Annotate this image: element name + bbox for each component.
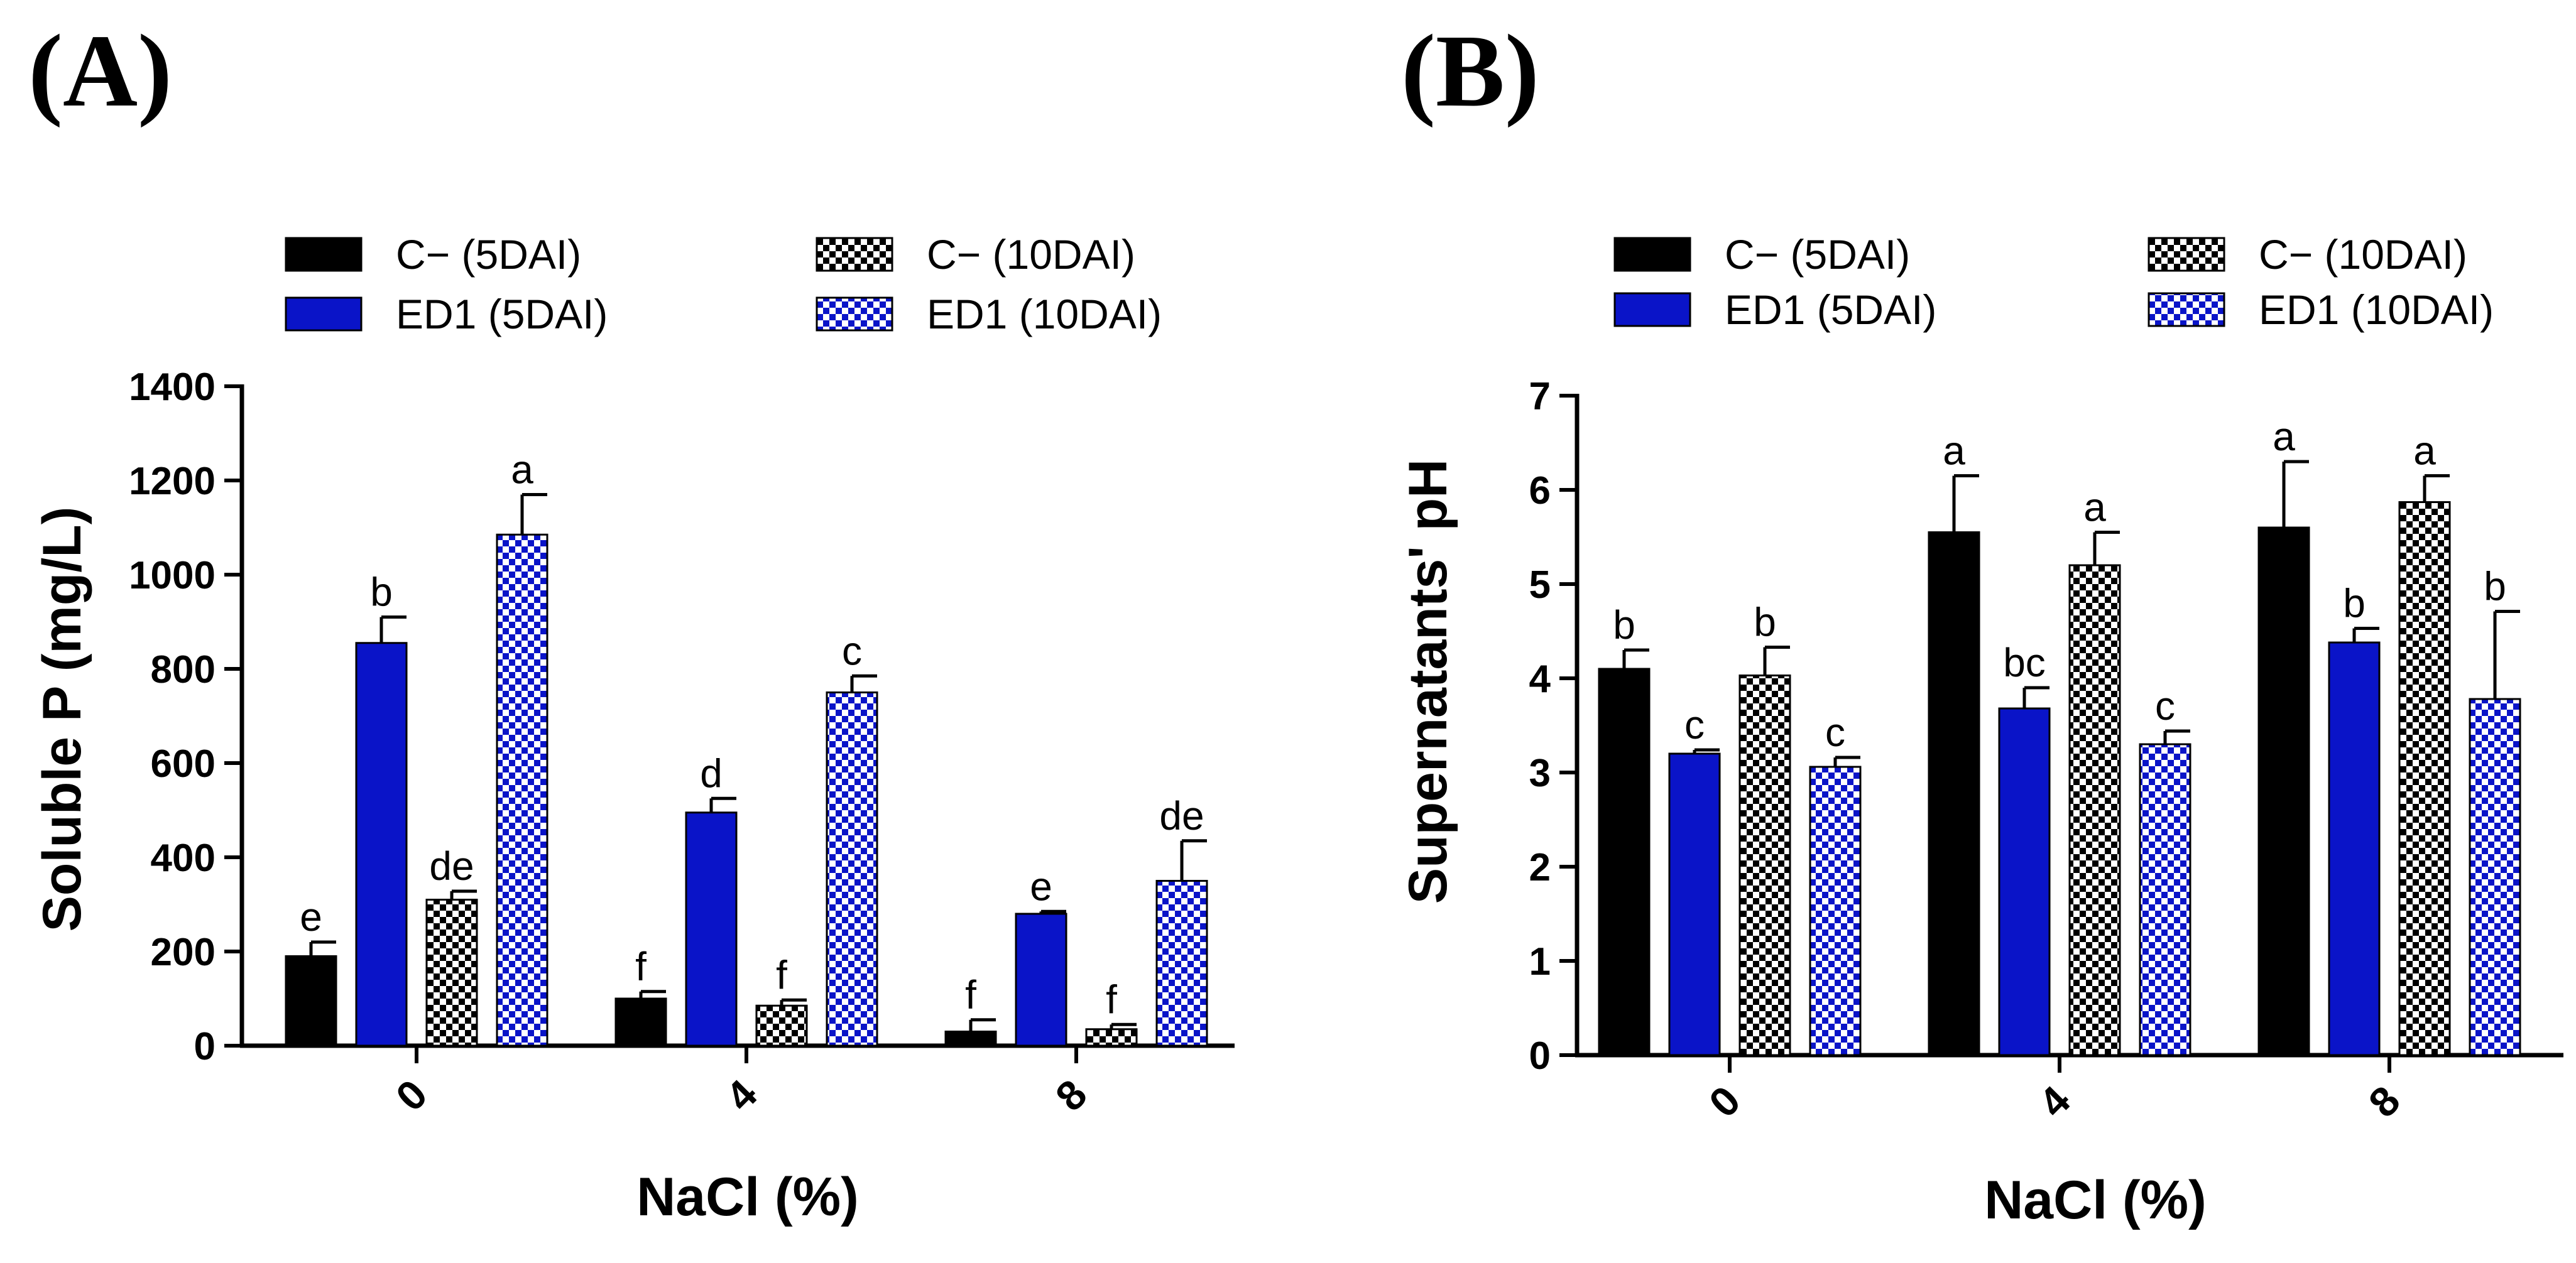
bar [1085, 1028, 1138, 1047]
legend: C− (5DAI) ED1 (5DAI) C− (10DAI) ED1 (10DAI) [1613, 231, 2494, 333]
bar [755, 1004, 808, 1047]
y-tick-label: 600 [151, 742, 216, 786]
y-tick-label: 2 [1529, 846, 1551, 889]
legend-swatch [1613, 292, 1691, 327]
y-axis-title: Soluble P (mg/L) [32, 507, 92, 932]
y-tick-label: 1200 [129, 460, 216, 503]
y-tick-label: 200 [151, 931, 216, 974]
legend-swatch [285, 296, 363, 332]
significance-label: c [842, 628, 862, 673]
x-tick-label: 8 [2360, 1077, 2409, 1126]
bar [1928, 531, 1980, 1056]
legend-label: C− (5DAI) [396, 231, 581, 278]
bar [1015, 913, 1067, 1047]
y-tick-label: 1000 [129, 554, 216, 597]
legend-swatch [1613, 237, 1691, 272]
legend-label: ED1 (5DAI) [1725, 286, 1936, 333]
bar [496, 533, 548, 1047]
significance-label: a [2273, 414, 2295, 459]
bar [1738, 675, 1791, 1056]
bar [826, 691, 878, 1047]
bar [1998, 707, 2051, 1056]
significance-label: de [429, 843, 474, 889]
panel-a-soluble-p-chart: (A) C− (5DAI) ED1 (5DAI) C− (10DAI) ED1 (10… [28, 13, 1235, 1227]
significance-label: e [1030, 864, 1052, 909]
bar [1809, 766, 1862, 1056]
significance-label: b [2484, 564, 2506, 609]
significance-label: a [2413, 428, 2436, 474]
legend-swatch [2148, 237, 2225, 272]
bar [944, 1031, 997, 1047]
significance-label: c [2155, 683, 2175, 729]
bar [1668, 752, 1721, 1056]
significance-label: d [700, 751, 723, 796]
y-tick-label: 6 [1529, 469, 1551, 512]
significance-label: b [1754, 600, 1776, 645]
bar [2398, 501, 2451, 1056]
significance-label: f [635, 944, 647, 989]
y-tick-label: 7 [1529, 375, 1551, 418]
legend-label: ED1 (10DAI) [2259, 286, 2494, 333]
significance-label: f [965, 972, 976, 1017]
y-tick-label: 3 [1529, 752, 1551, 795]
bar [1598, 668, 1651, 1056]
y-tick-label: 400 [151, 837, 216, 880]
significance-label: b [1613, 602, 1635, 648]
bar [425, 899, 478, 1047]
legend-swatch [816, 237, 893, 272]
panel-label: (A) [28, 13, 172, 128]
significance-label: c [1825, 710, 1845, 755]
x-tick-label: 4 [2030, 1076, 2079, 1125]
legend-label: ED1 (10DAI) [927, 291, 1162, 337]
significance-label: a [511, 447, 533, 492]
bar [685, 811, 738, 1047]
bar [614, 997, 667, 1047]
y-tick-label: 5 [1529, 563, 1551, 607]
bar [1155, 880, 1208, 1047]
y-axis-title: Supernatants' pH [1398, 459, 1458, 904]
legend-label: C− (10DAI) [927, 231, 1135, 278]
significance-label: a [1943, 428, 1965, 474]
significance-label: f [1106, 977, 1117, 1022]
bar [2469, 698, 2521, 1056]
bar [2139, 743, 2191, 1056]
legend-swatch [816, 296, 893, 332]
significance-label: e [300, 894, 322, 940]
legend: C− (5DAI) ED1 (5DAI) C− (10DAI) ED1 (10DAI) [285, 231, 1162, 337]
legend-label: ED1 (5DAI) [396, 291, 608, 337]
legend-label: C− (10DAI) [2259, 231, 2467, 278]
y-tick-label: 800 [151, 648, 216, 691]
significance-label: f [776, 952, 787, 997]
plot-area: 0 200 400 600 800 1000 1200 1400 0 e b de a 4 f d f c 8 f e f… [129, 366, 1235, 1120]
significance-label: a [2083, 485, 2106, 530]
significance-label: c [1684, 702, 1705, 747]
significance-label: b [370, 570, 393, 615]
y-tick-label: 1400 [129, 366, 216, 409]
bar [285, 955, 337, 1047]
legend-label: C− (5DAI) [1725, 231, 1910, 278]
panel-label: (B) [1401, 13, 1539, 128]
panel-b-ph-chart: (B) C− (5DAI) ED1 (5DAI) C− (10DAI) ED1 (10… [1398, 13, 2563, 1230]
x-tick-label: 0 [1700, 1077, 1749, 1126]
y-tick-label: 0 [1529, 1034, 1551, 1078]
significance-label: b [2343, 581, 2366, 626]
legend-swatch [285, 237, 363, 272]
x-axis-title: NaCl (%) [636, 1167, 859, 1227]
significance-label: de [1159, 793, 1204, 838]
bar [355, 642, 408, 1047]
y-tick-label: 1 [1529, 940, 1551, 984]
bar [2257, 526, 2310, 1056]
x-tick-label: 8 [1047, 1071, 1096, 1120]
y-tick-label: 4 [1529, 658, 1551, 701]
x-tick-label: 0 [387, 1071, 436, 1120]
x-axis-title: NaCl (%) [1984, 1170, 2207, 1230]
significance-label: bc [2003, 640, 2046, 685]
y-tick-label: 0 [194, 1025, 216, 1068]
bar [2068, 564, 2121, 1056]
x-tick-label: 4 [717, 1070, 766, 1119]
bar [2328, 641, 2381, 1056]
legend-swatch [2148, 292, 2225, 327]
